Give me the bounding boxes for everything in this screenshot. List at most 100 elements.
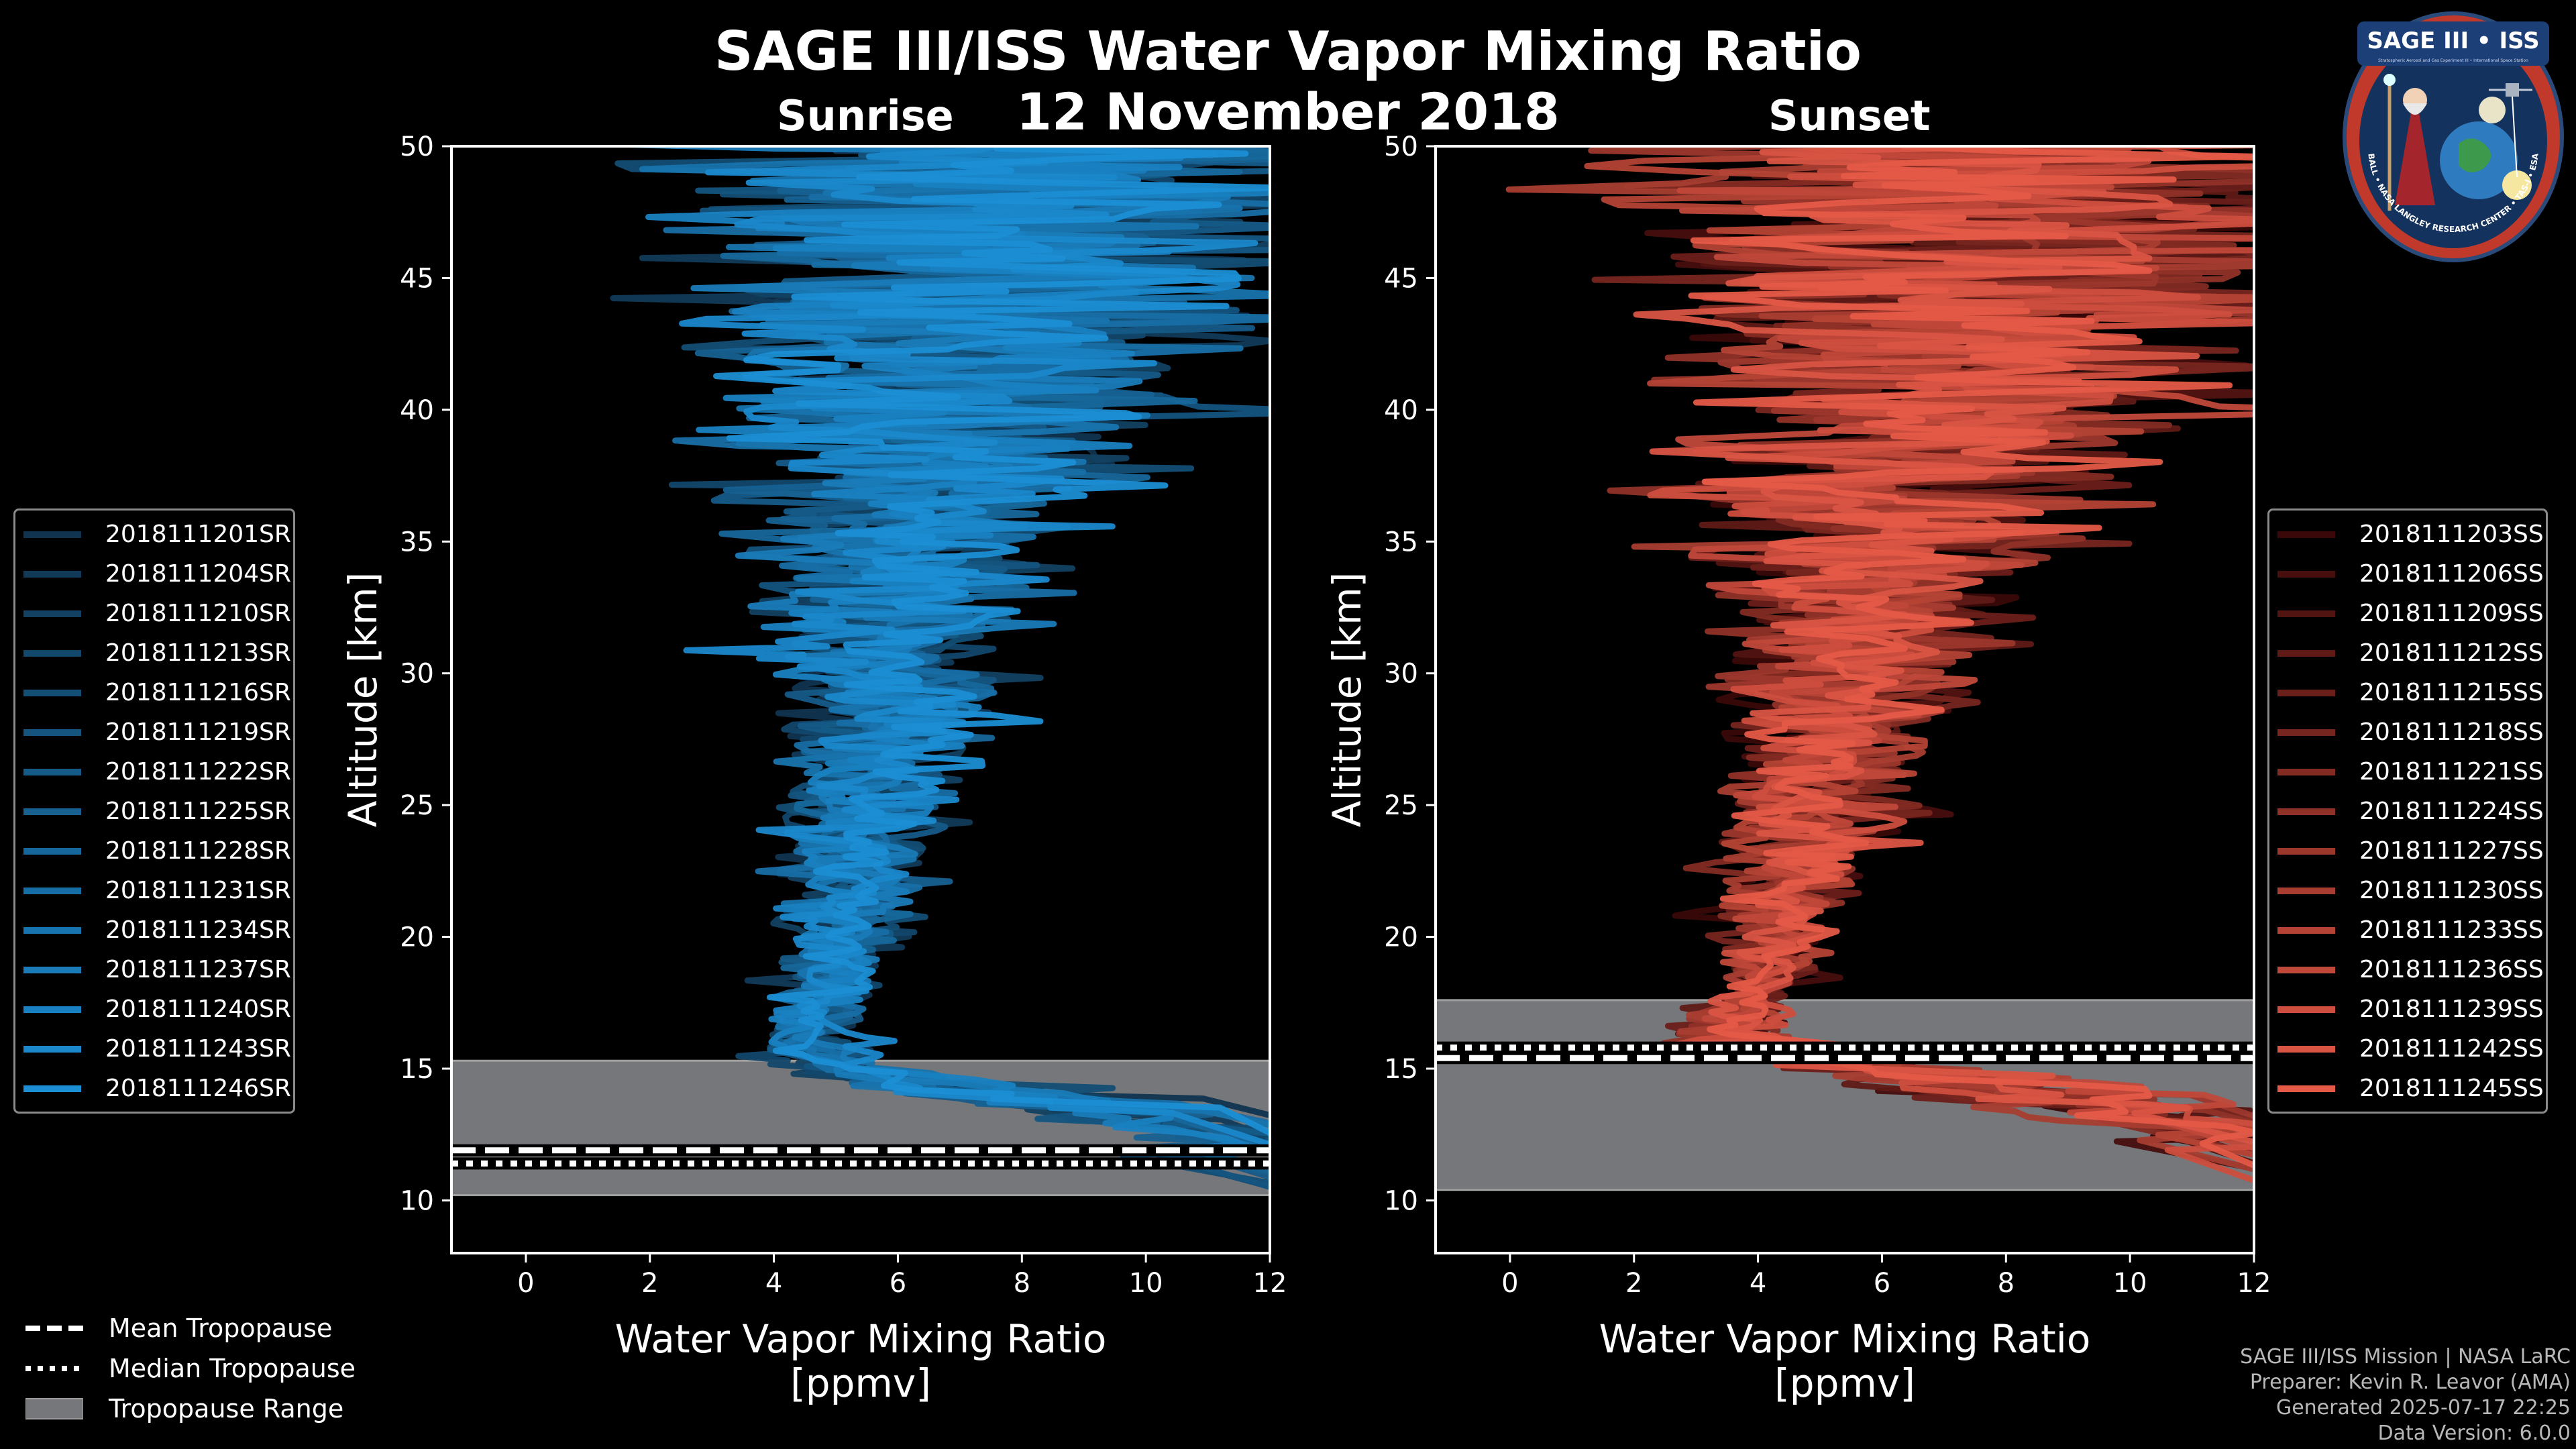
sunset-xtick-label-2: 2 [1625, 1268, 1642, 1299]
sunrise-xtick-label-2: 2 [641, 1268, 658, 1299]
legend-swatch [23, 570, 81, 578]
sunset-ytick-label-50: 50 [1384, 131, 1418, 162]
legend-item: 2018111242SS [2269, 1029, 2544, 1069]
legend-label: 2018111222SR [105, 758, 291, 786]
legend-label: 2018111231SR [105, 877, 291, 904]
profile-line-2018111246SR [713, 146, 1270, 1136]
legend-swatch [2277, 729, 2335, 736]
legend-item: 2018111236SS [2269, 950, 2544, 989]
legend-item: 2018111206SS [2269, 554, 2544, 594]
legend-swatch [23, 808, 81, 815]
credit-version: Data Version: 6.0.0 [2377, 1421, 2571, 1445]
sunset-ytick-label-20: 20 [1384, 922, 1418, 953]
legend-swatch [2277, 926, 2335, 934]
legend-item: 2018111237SR [15, 950, 291, 989]
legend-swatch [2277, 847, 2335, 855]
legend-item: 2018111221SS [2269, 752, 2544, 792]
legend-item: 2018111227SS [2269, 831, 2544, 871]
figure-title: SAGE III/ISS Water Vapor Mixing Ratio [714, 20, 1862, 83]
credit-generated: Generated 2025-07-17 22:25 [2275, 1396, 2571, 1419]
legend-item: 2018111222SR [15, 752, 291, 792]
tropopause-range-label: Tropopause Range [109, 1394, 344, 1424]
legend-swatch [2277, 570, 2335, 578]
legend-item: 2018111215SS [2269, 673, 2544, 712]
sunset-xtick-label-6: 6 [1874, 1268, 1890, 1299]
legend-label: 2018111242SS [2359, 1035, 2544, 1063]
legend-item: 2018111233SS [2269, 910, 2544, 950]
legend-swatch [2277, 768, 2335, 775]
range-patch-icon [25, 1398, 83, 1419]
legend-swatch [2277, 649, 2335, 657]
legend-item: 2018111234SR [15, 910, 291, 950]
legend-label: 2018111237SR [105, 956, 291, 983]
legend-swatch [23, 1045, 81, 1053]
legend-label: 2018111239SS [2359, 996, 2544, 1023]
sunset-chart: 0 2 4 6 8 10 12 10 15 20 25 30 35 40 45 50 Water Vapor M… [1324, 131, 2271, 1406]
sunrise-ylabel: Altitude [km] [340, 572, 386, 827]
legend-label: 2018111209SS [2359, 600, 2544, 627]
sunset-panel-title: Sunset [1768, 91, 1931, 140]
legend-item: 2018111239SS [2269, 989, 2544, 1029]
sunrise-xlabel-line-1: [ppmv] [790, 1360, 931, 1406]
legend-label: 2018111204SR [105, 560, 291, 588]
legend-label: 2018111203SS [2359, 521, 2544, 548]
legend-item: 2018111231SR [15, 871, 291, 910]
mean-tropopause-label: Mean Tropopause [109, 1313, 333, 1343]
legend-swatch [2277, 887, 2335, 894]
sunrise-ytick-label-30: 30 [400, 659, 434, 690]
legend-item: 2018111245SS [2269, 1069, 2544, 1108]
sunrise-frame [450, 145, 1271, 1254]
sunset-xtick-label-12: 12 [2237, 1268, 2271, 1299]
legend-label: 2018111216SR [105, 679, 291, 706]
sunrise-ytick-label-20: 20 [400, 922, 434, 953]
dotted-line-icon [25, 1366, 83, 1371]
legend-swatch [23, 926, 81, 934]
legend-label: 2018111240SR [105, 996, 291, 1023]
legend-label: 2018111230SS [2359, 877, 2544, 904]
credit-preparer: Preparer: Kevin R. Leavor (AMA) [2249, 1371, 2571, 1394]
legend-label: 2018111221SS [2359, 758, 2544, 786]
legend-label: 2018111215SS [2359, 679, 2544, 706]
legend-label: 2018111233SS [2359, 916, 2544, 944]
sunrise-ytick-label-10: 10 [400, 1185, 434, 1216]
legend-item: 2018111240SR [15, 989, 291, 1029]
sunset-xlabel-line-0: Water Vapor Mixing Ratio [1599, 1316, 2091, 1362]
legend-swatch [2277, 1045, 2335, 1053]
legend-swatch [2277, 531, 2335, 538]
profile-line-2018111242SS [1633, 146, 2254, 1146]
credits: SAGE III/ISS Mission | NASA LaRC Prepare… [2240, 1344, 2571, 1446]
legend-swatch [23, 966, 81, 973]
legend-label: 2018111245SS [2359, 1075, 2544, 1102]
legend-swatch [23, 847, 81, 855]
sunrise-panel-title: Sunrise [777, 91, 954, 140]
logo-title: SAGE III • ISS [2367, 28, 2539, 54]
legend-item: 2018111224SS [2269, 792, 2544, 831]
sunrise-legend: 2018111201SR 2018111204SR 2018111210SR 2018… [13, 508, 295, 1114]
legend-swatch [2277, 1085, 2335, 1092]
legend-label: 2018111210SR [105, 600, 291, 627]
sunrise-ytick-label-50: 50 [400, 131, 434, 162]
legend-item: 2018111213SR [15, 633, 291, 673]
sunrise-xtick-label-0: 0 [517, 1268, 534, 1299]
figure-date: 12 November 2018 [1016, 82, 1560, 142]
legend-swatch [2277, 610, 2335, 617]
legend-mean-tropopause: Mean Tropopause [25, 1308, 332, 1348]
legend-item: 2018111201SR [15, 515, 291, 554]
sunrise-xtick-label-8: 8 [1014, 1268, 1030, 1299]
sunrise-ytick-label-45: 45 [400, 263, 434, 294]
sunrise-xtick-label-10: 10 [1129, 1268, 1163, 1299]
sunrise-xtick-label-12: 12 [1253, 1268, 1287, 1299]
legend-label: 2018111225SR [105, 798, 291, 825]
legend-tropopause-range: Tropopause Range [25, 1389, 343, 1429]
legend-item: 2018111230SS [2269, 871, 2544, 910]
profile-line-2018111243SR [679, 146, 1270, 1148]
legend-item: 2018111219SR [15, 712, 291, 752]
legend-item: 2018111216SR [15, 673, 291, 712]
legend-swatch [23, 768, 81, 775]
sunset-ylabel: Altitude [km] [1324, 572, 1370, 827]
sunset-xtick-label-0: 0 [1501, 1268, 1518, 1299]
legend-swatch [2277, 808, 2335, 815]
sunset-xtick-label-10: 10 [2113, 1268, 2147, 1299]
legend-label: 2018111227SS [2359, 837, 2544, 865]
